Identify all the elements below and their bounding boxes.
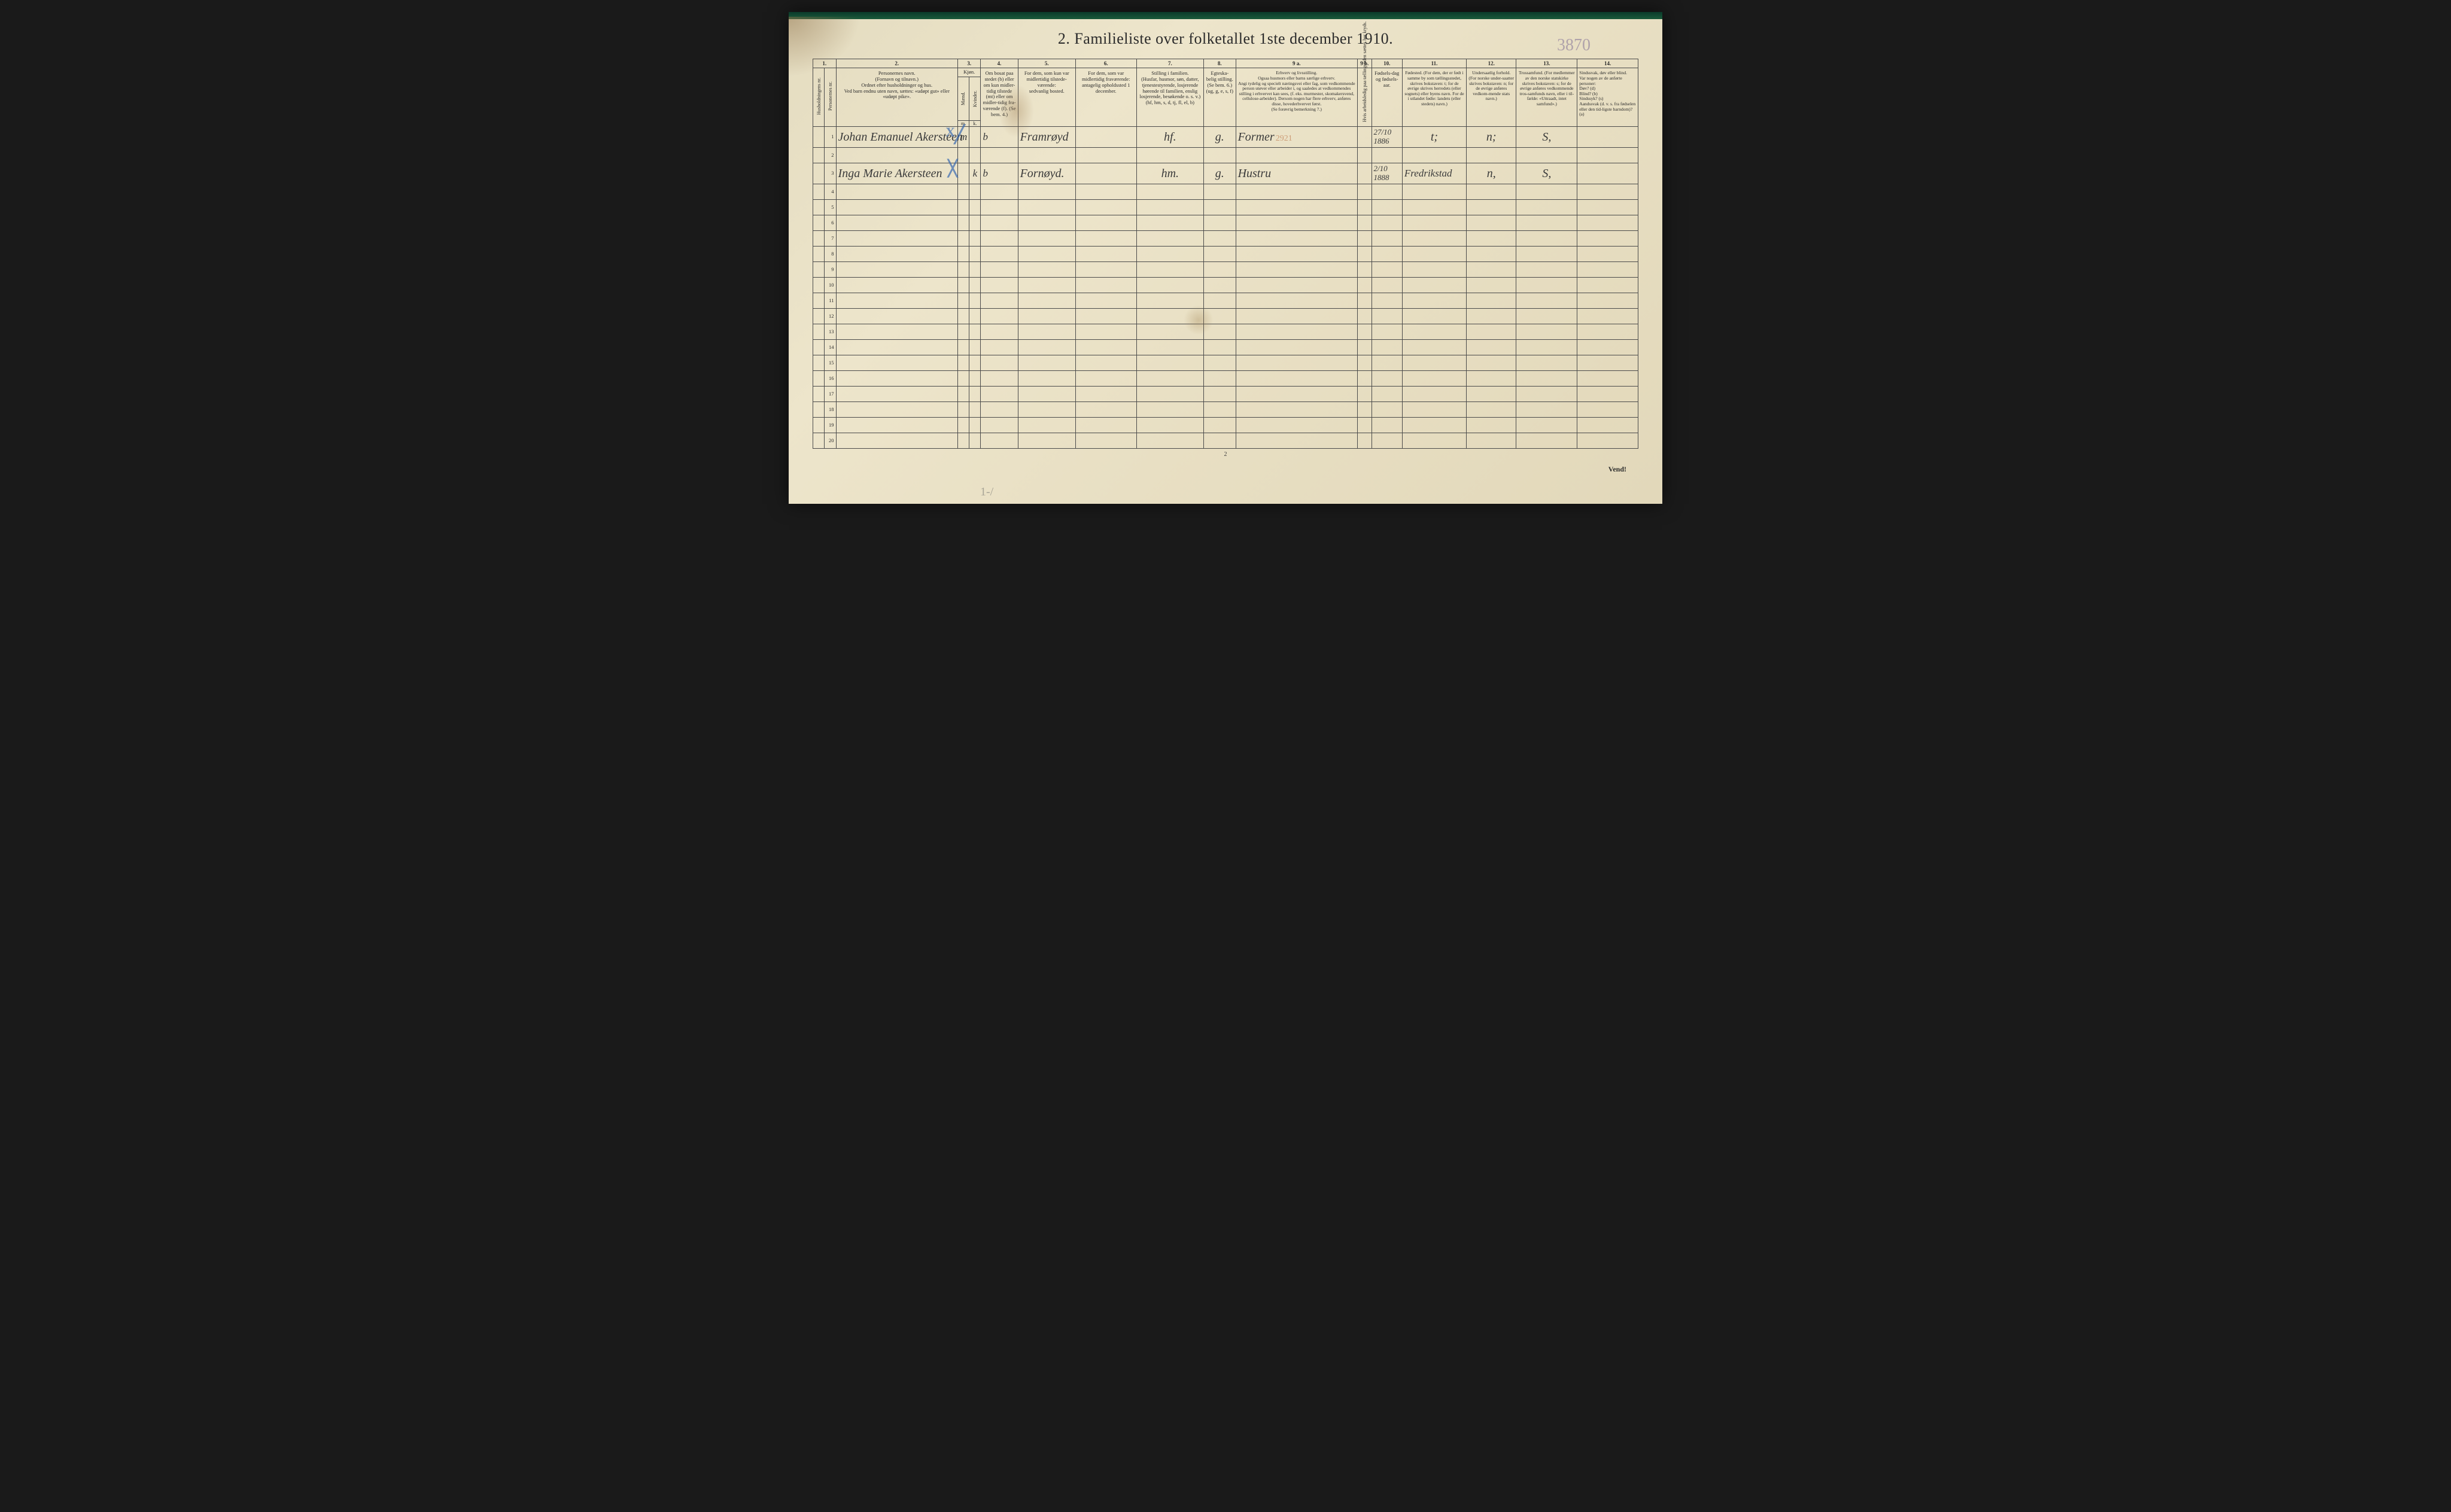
- cell-bosat: b: [981, 163, 1018, 184]
- col-header: Hvis arbeidsledig paa tællingstiden sætt…: [1357, 68, 1372, 127]
- table-row: 15: [813, 355, 1638, 371]
- paper-stain: [1184, 305, 1214, 335]
- col-header: Stilling i familien. (Husfar, husmor, sø…: [1136, 68, 1203, 127]
- colnum: 4.: [981, 59, 1018, 68]
- column-header-row: Husholdningens nr. Personernes nr. Perso…: [813, 68, 1638, 127]
- cell: n;: [1466, 127, 1516, 148]
- table-row: 12: [813, 309, 1638, 324]
- colnum: 7.: [1136, 59, 1203, 68]
- col-header: Husholdningens nr.: [813, 68, 825, 127]
- table-row: 20: [813, 433, 1638, 449]
- paper-stain-corner: [789, 17, 860, 77]
- col-header: Fødsels-dag og fødsels-aar.: [1372, 68, 1402, 127]
- table-row: 8: [813, 247, 1638, 262]
- table-row: 2: [813, 148, 1638, 163]
- census-table: 1. 2. 3. 4. 5. 6. 7. 8. 9 a. 9 b. 10. 11…: [813, 59, 1638, 449]
- table-row: 19: [813, 418, 1638, 433]
- col-header: Erhverv og livsstilling. Ogsaa husmors e…: [1236, 68, 1357, 127]
- column-number-row: 1. 2. 3. 4. 5. 6. 7. 8. 9 a. 9 b. 10. 11…: [813, 59, 1638, 68]
- colnum: 14.: [1577, 59, 1638, 68]
- col-header: Fødested. (For dem, der er født i samme …: [1402, 68, 1466, 127]
- cell: S,: [1516, 163, 1577, 184]
- table-row: 1 Johan Emanuel Akersteen X m ╱ b Framrø…: [813, 127, 1638, 148]
- cell-occupation: Former 2921: [1236, 127, 1357, 148]
- col-header: For dem, som var midlertidig fraværende:…: [1075, 68, 1136, 127]
- table-row: 5: [813, 200, 1638, 215]
- cell: g.: [1204, 127, 1236, 148]
- footer-page-number: 2: [813, 451, 1638, 458]
- table-row: 11: [813, 293, 1638, 309]
- col-header: Kjøn. Mænd. Kvinder. m.k.: [957, 68, 981, 127]
- cell-occupation: Hustru: [1236, 163, 1357, 184]
- col-header: Trossamfund. (For medlemmer av den norsk…: [1516, 68, 1577, 127]
- colnum: 9 a.: [1236, 59, 1357, 68]
- table-row: 13: [813, 324, 1638, 340]
- turn-page-label: Vend!: [813, 465, 1638, 474]
- colnum: 13.: [1516, 59, 1577, 68]
- row-number: 3: [825, 163, 836, 184]
- cell: g.: [1204, 163, 1236, 184]
- cell-name: Inga Marie Akersteen ╳: [836, 163, 957, 184]
- colnum: 11.: [1402, 59, 1466, 68]
- census-page: 3870 2. Familieliste over folketallet 1s…: [789, 12, 1662, 504]
- cell: hm.: [1136, 163, 1203, 184]
- cell: Fredrikstad: [1402, 163, 1466, 184]
- cell-sex-k: k: [969, 163, 981, 184]
- page-title: 2. Familieliste over folketallet 1ste de…: [813, 30, 1638, 48]
- cell: n,: [1466, 163, 1516, 184]
- col-header: Personernes navn. (Fornavn og tilnavn.) …: [836, 68, 957, 127]
- cell: S,: [1516, 127, 1577, 148]
- row-number: 1: [825, 127, 836, 148]
- table-row: 18: [813, 402, 1638, 418]
- table-row: 16: [813, 371, 1638, 387]
- pencil-annotation-bottom: 1-/: [980, 485, 993, 499]
- table-row: 6: [813, 215, 1638, 231]
- colnum: 5.: [1018, 59, 1075, 68]
- col-header: Sindssvak, døv eller blind. Var nogen av…: [1577, 68, 1638, 127]
- colnum: 3.: [957, 59, 981, 68]
- cell-name: Johan Emanuel Akersteen X: [836, 127, 957, 148]
- cell-birth: 27/10 1886: [1372, 127, 1402, 148]
- colnum: 10.: [1372, 59, 1402, 68]
- colnum: 6.: [1075, 59, 1136, 68]
- table-row: 7: [813, 231, 1638, 247]
- cell: hf.: [1136, 127, 1203, 148]
- col-header: Personernes nr.: [825, 68, 836, 127]
- table-row: 9: [813, 262, 1638, 278]
- census-body: 1 Johan Emanuel Akersteen X m ╱ b Framrø…: [813, 127, 1638, 449]
- table-row: 4: [813, 184, 1638, 200]
- colnum: 12.: [1466, 59, 1516, 68]
- table-row: 17: [813, 387, 1638, 402]
- cell: t;: [1402, 127, 1466, 148]
- table-row: 10: [813, 278, 1638, 293]
- cell-sex-m: m ╱: [957, 127, 969, 148]
- paper-stain: [998, 84, 1034, 138]
- colnum: 8.: [1204, 59, 1236, 68]
- table-row: 3 Inga Marie Akersteen ╳ k b Fornøyd. hm…: [813, 163, 1638, 184]
- col-header: Egteska-belig stilling. (Se bem. 6.) (ug…: [1204, 68, 1236, 127]
- table-row: 14: [813, 340, 1638, 355]
- cell: Fornøyd.: [1018, 163, 1075, 184]
- pencil-annotation-top: 3870: [1557, 36, 1591, 55]
- cell-birth: 2/10 1888: [1372, 163, 1402, 184]
- col-header: Undersaatlig forhold. (For norske under-…: [1466, 68, 1516, 127]
